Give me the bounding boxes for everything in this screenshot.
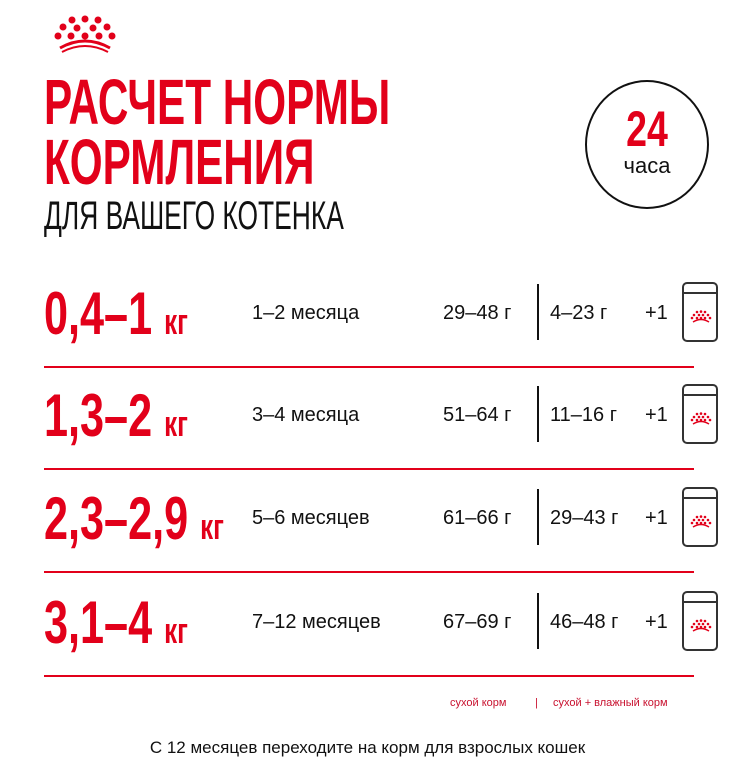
age-range: 7–12 месяцев	[252, 611, 381, 633]
pouch-icon	[682, 384, 718, 444]
pouch-icon	[682, 487, 718, 547]
weight-range: 1,3–2 кг	[44, 386, 188, 454]
pouch-count: +1	[645, 302, 668, 324]
pouch-count: +1	[645, 404, 668, 426]
row-divider	[44, 366, 694, 368]
dry-food-amount: 67–69 г	[443, 611, 512, 633]
weight-range: 0,4–1 кг	[44, 284, 188, 352]
feeding-row: 3,1–4 кг 7–12 месяцев 67–69 г 46–48 г +1	[0, 575, 735, 675]
mixed-dry-amount: 46–48 г	[550, 611, 619, 633]
legend-dry: сухой корм	[450, 697, 507, 709]
pouch-count: +1	[645, 611, 668, 633]
feeding-row: 0,4–1 кг 1–2 месяца 29–48 г 4–23 г +1	[0, 266, 735, 366]
pouch-count: +1	[645, 507, 668, 529]
age-range: 5–6 месяцев	[252, 507, 370, 529]
crown-icon	[690, 310, 712, 329]
legend-separator: |	[535, 697, 538, 709]
weight-range: 3,1–4 кг	[44, 593, 188, 661]
title-line-2: КОРМЛЕНИЯ	[44, 126, 315, 198]
feeding-row: 1,3–2 кг 3–4 месяца 51–64 г 11–16 г +1	[0, 368, 735, 468]
row-divider	[44, 571, 694, 573]
column-divider	[537, 593, 539, 649]
footer-note: С 12 месяцев переходите на корм для взро…	[149, 738, 586, 757]
subtitle: ДЛЯ ВАШЕГО КОТЕНКА	[44, 194, 344, 238]
weight-value: 0,4–1	[44, 280, 153, 347]
column-divider	[537, 284, 539, 340]
weight-value: 2,3–2,9	[44, 485, 189, 552]
badge-unit: часа	[623, 153, 671, 178]
feeding-row: 2,3–2,9 кг 5–6 месяцев 61–66 г 29–43 г +1	[0, 471, 735, 571]
weight-value: 3,1–4	[44, 589, 153, 656]
mixed-dry-amount: 29–43 г	[550, 507, 619, 529]
pouch-icon	[682, 591, 718, 651]
column-divider	[537, 489, 539, 545]
mixed-dry-amount: 4–23 г	[550, 302, 608, 324]
weight-range: 2,3–2,9 кг	[44, 489, 224, 557]
age-range: 3–4 месяца	[252, 404, 360, 426]
dry-food-amount: 51–64 г	[443, 404, 512, 426]
pouch-icon	[682, 282, 718, 342]
dry-food-amount: 29–48 г	[443, 302, 512, 324]
age-range: 1–2 месяца	[252, 302, 360, 324]
24-hours-badge: 24 часа	[585, 80, 709, 209]
badge-number: 24	[626, 101, 668, 157]
royal-crown-logo	[54, 15, 116, 53]
crown-icon	[690, 619, 712, 638]
row-divider	[44, 468, 694, 470]
legend-mixed: сухой + влажный корм	[553, 697, 668, 709]
weight-unit: кг	[164, 610, 188, 651]
weight-unit: кг	[200, 506, 224, 547]
column-divider	[537, 386, 539, 442]
weight-unit: кг	[164, 301, 188, 342]
dry-food-amount: 61–66 г	[443, 507, 512, 529]
mixed-dry-amount: 11–16 г	[550, 404, 617, 426]
weight-unit: кг	[164, 403, 188, 444]
row-divider	[44, 675, 694, 677]
crown-icon	[690, 412, 712, 431]
weight-value: 1,3–2	[44, 382, 153, 449]
crown-icon	[690, 515, 712, 534]
title-line-1: РАСЧЕТ НОРМЫ	[44, 66, 391, 138]
